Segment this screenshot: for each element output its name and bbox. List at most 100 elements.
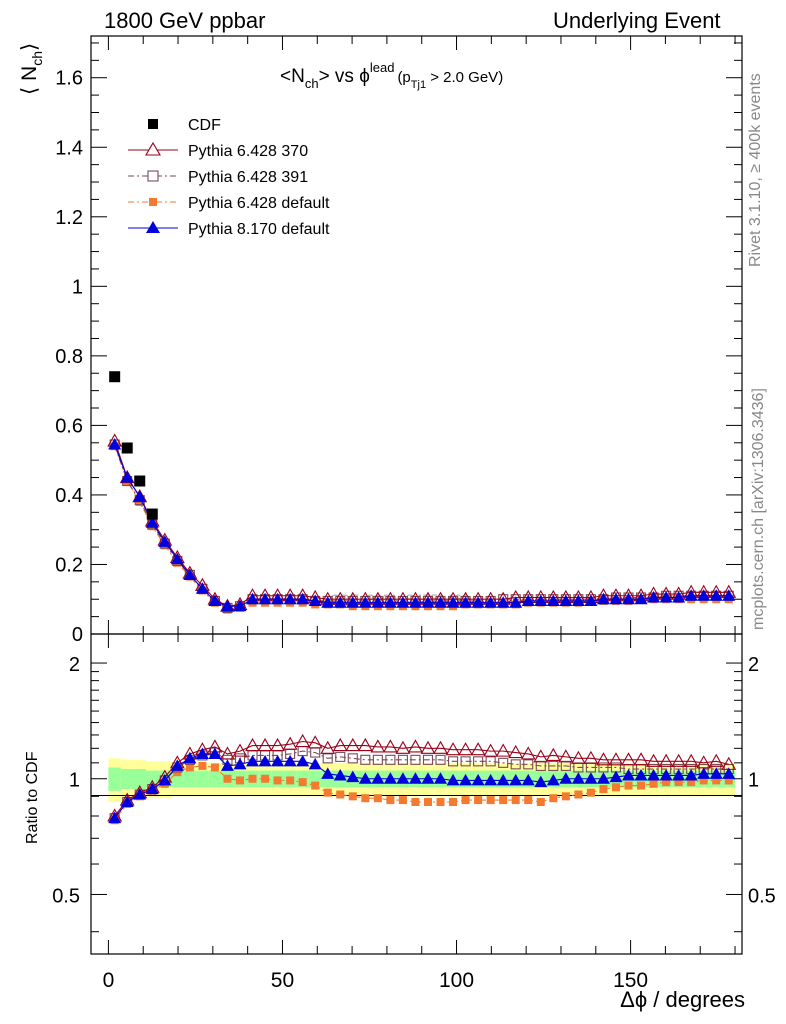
header-left: 1800 GeV ppbar [104,8,266,33]
pythia8-default-marker [471,596,485,608]
ratio-pythia6-default-marker [586,788,595,797]
legend-marker [146,221,160,233]
cdf-marker [121,442,133,454]
pythia8-default-marker [158,535,172,547]
ratio-pythia8-default-marker [622,768,636,781]
ratio-pythia8-default-marker [246,754,260,767]
ratio-pythia6-370-marker [558,749,574,763]
ratio-pythia6-370-marker [445,742,461,756]
pythia8-default-marker [584,594,598,606]
ratio-pythia8-default-marker [195,747,209,759]
ratio-pythia8-default-marker [672,768,686,781]
ratio-pythia6-391-marker [485,756,496,767]
pythia8-default-marker [521,594,535,606]
ratio-pythia8-default-marker [271,754,285,767]
ratio-pythia6-391-marker [335,751,346,762]
ratio-pythia6-391-marker [347,753,358,764]
y-tick-label: 1.2 [55,207,83,229]
ratio-pythia6-default-marker [235,776,244,785]
ratio-pythia6-370-marker [270,737,286,752]
ratio-pythia6-default-marker [223,774,232,783]
ratio-pythia6-default-marker [423,797,432,806]
ratio-pythia6-370-marker [232,743,248,757]
ratio-pythia6-default-marker [411,797,420,806]
x-axis-label: Δϕ / degrees [620,987,745,1012]
y-tick-label: 1.6 [55,68,83,90]
ratio-pythia6-370-marker [545,747,561,761]
pythia8-default-marker [346,596,360,608]
ratio-pythia6-default-marker [261,774,270,783]
ratio-pythia6-370-marker [257,737,273,752]
ratio-pythia6-default-marker [436,797,445,806]
pythia8-default-marker [672,590,686,603]
ratio-pythia6-default-marker [198,761,207,770]
ratio-pythia6-391-marker [435,754,446,765]
legend-label: CDF [188,117,221,134]
ratio-pythia8-default-marker [596,772,610,784]
ratio-pythia6-default-marker [536,797,545,806]
stat-band [196,770,209,788]
pythia8-default-marker [271,592,285,605]
y-tick-label: 0.2 [55,554,83,576]
y-tick-label: 0 [72,624,83,646]
ratio-pythia8-default-marker [697,767,711,779]
y-tick-label: 0.4 [55,485,83,507]
ratio-pythia8-default-marker [120,795,134,807]
ratio-pythia6-default-marker [574,790,583,799]
ratio-pythia8-default-marker [609,770,623,783]
legend-label: Pythia 6.428 default [188,195,330,212]
ratio-pythia6-default-marker [649,779,658,788]
pythia8-default-marker [596,592,610,605]
ratio-pythia6-370-marker [671,753,687,767]
ratio-pythia8-default-marker [534,775,548,788]
ratio-pythia6-default-marker [210,763,219,772]
ratio-pythia6-default-marker [185,763,194,772]
ratio-pythia6-default-marker [624,781,633,790]
ratio-pythia6-default-marker [712,776,721,785]
ratio-pythia6-391-marker [498,757,509,768]
stat-band [133,769,147,790]
ratio-pythia6-391-marker [397,754,408,765]
pythia8-default-marker [195,582,209,594]
ratio-pythia6-370-marker [470,742,486,756]
pythia8-default-marker [571,594,585,606]
pythia8-default-marker [659,590,673,603]
x-tick-label: 100 [439,969,474,992]
ratio-pythia8-default-marker [170,759,184,771]
ratio-pythia6-391-marker [473,756,484,767]
ratio-pythia6-default-marker [561,792,570,801]
ratio-pythia6-370-marker [245,737,260,752]
ratio-pythia6-default-marker [499,796,508,805]
ratio-pythia6-default-marker [461,796,470,805]
ratio-pythia8-default-marker [321,767,335,779]
ratio-pythia6-default-marker [248,774,257,783]
ratio-pythia8-default-marker [333,768,347,781]
ratio-pythia8-default-marker [559,772,573,784]
ratio-pythia8-default-marker [283,754,297,767]
pythia8-default-marker [684,589,698,601]
ratio-pythia6-370-marker [495,743,511,757]
ratio-pythia6-370-marker [395,740,411,754]
pythia8-default-marker [459,596,473,608]
ratio-pythia6-370-marker [382,739,398,753]
pythia8-default-marker [321,596,335,608]
ratio-pythia8-default-marker [145,782,159,795]
plot-title: <Nch> vs ϕlead(pTj1 > 2.0 GeV) [280,60,503,91]
ratio-pythia8-default-marker [220,759,234,771]
legend-label: Pythia 6.428 391 [188,169,308,186]
pythia8-default-marker [246,592,260,605]
ratio-pythia6-391-marker [598,762,609,773]
ratio-y-tick-label-right: 0.5 [748,885,776,907]
ratio-pythia6-370-marker [307,735,323,749]
ratio-pythia6-391-marker [360,754,371,765]
pythia8-default-marker [509,596,523,608]
ratio-pythia8-default-marker [183,751,197,764]
ratio-pythia8-default-marker [471,773,485,786]
pythia8-default-marker [283,592,297,605]
ratio-pythia6-370-marker [408,739,423,753]
ratio-pythia8-default-marker [709,767,723,779]
legend-marker [145,141,161,156]
ratio-pythia8-default-marker [133,787,147,800]
pythia8-default-marker [133,490,147,502]
